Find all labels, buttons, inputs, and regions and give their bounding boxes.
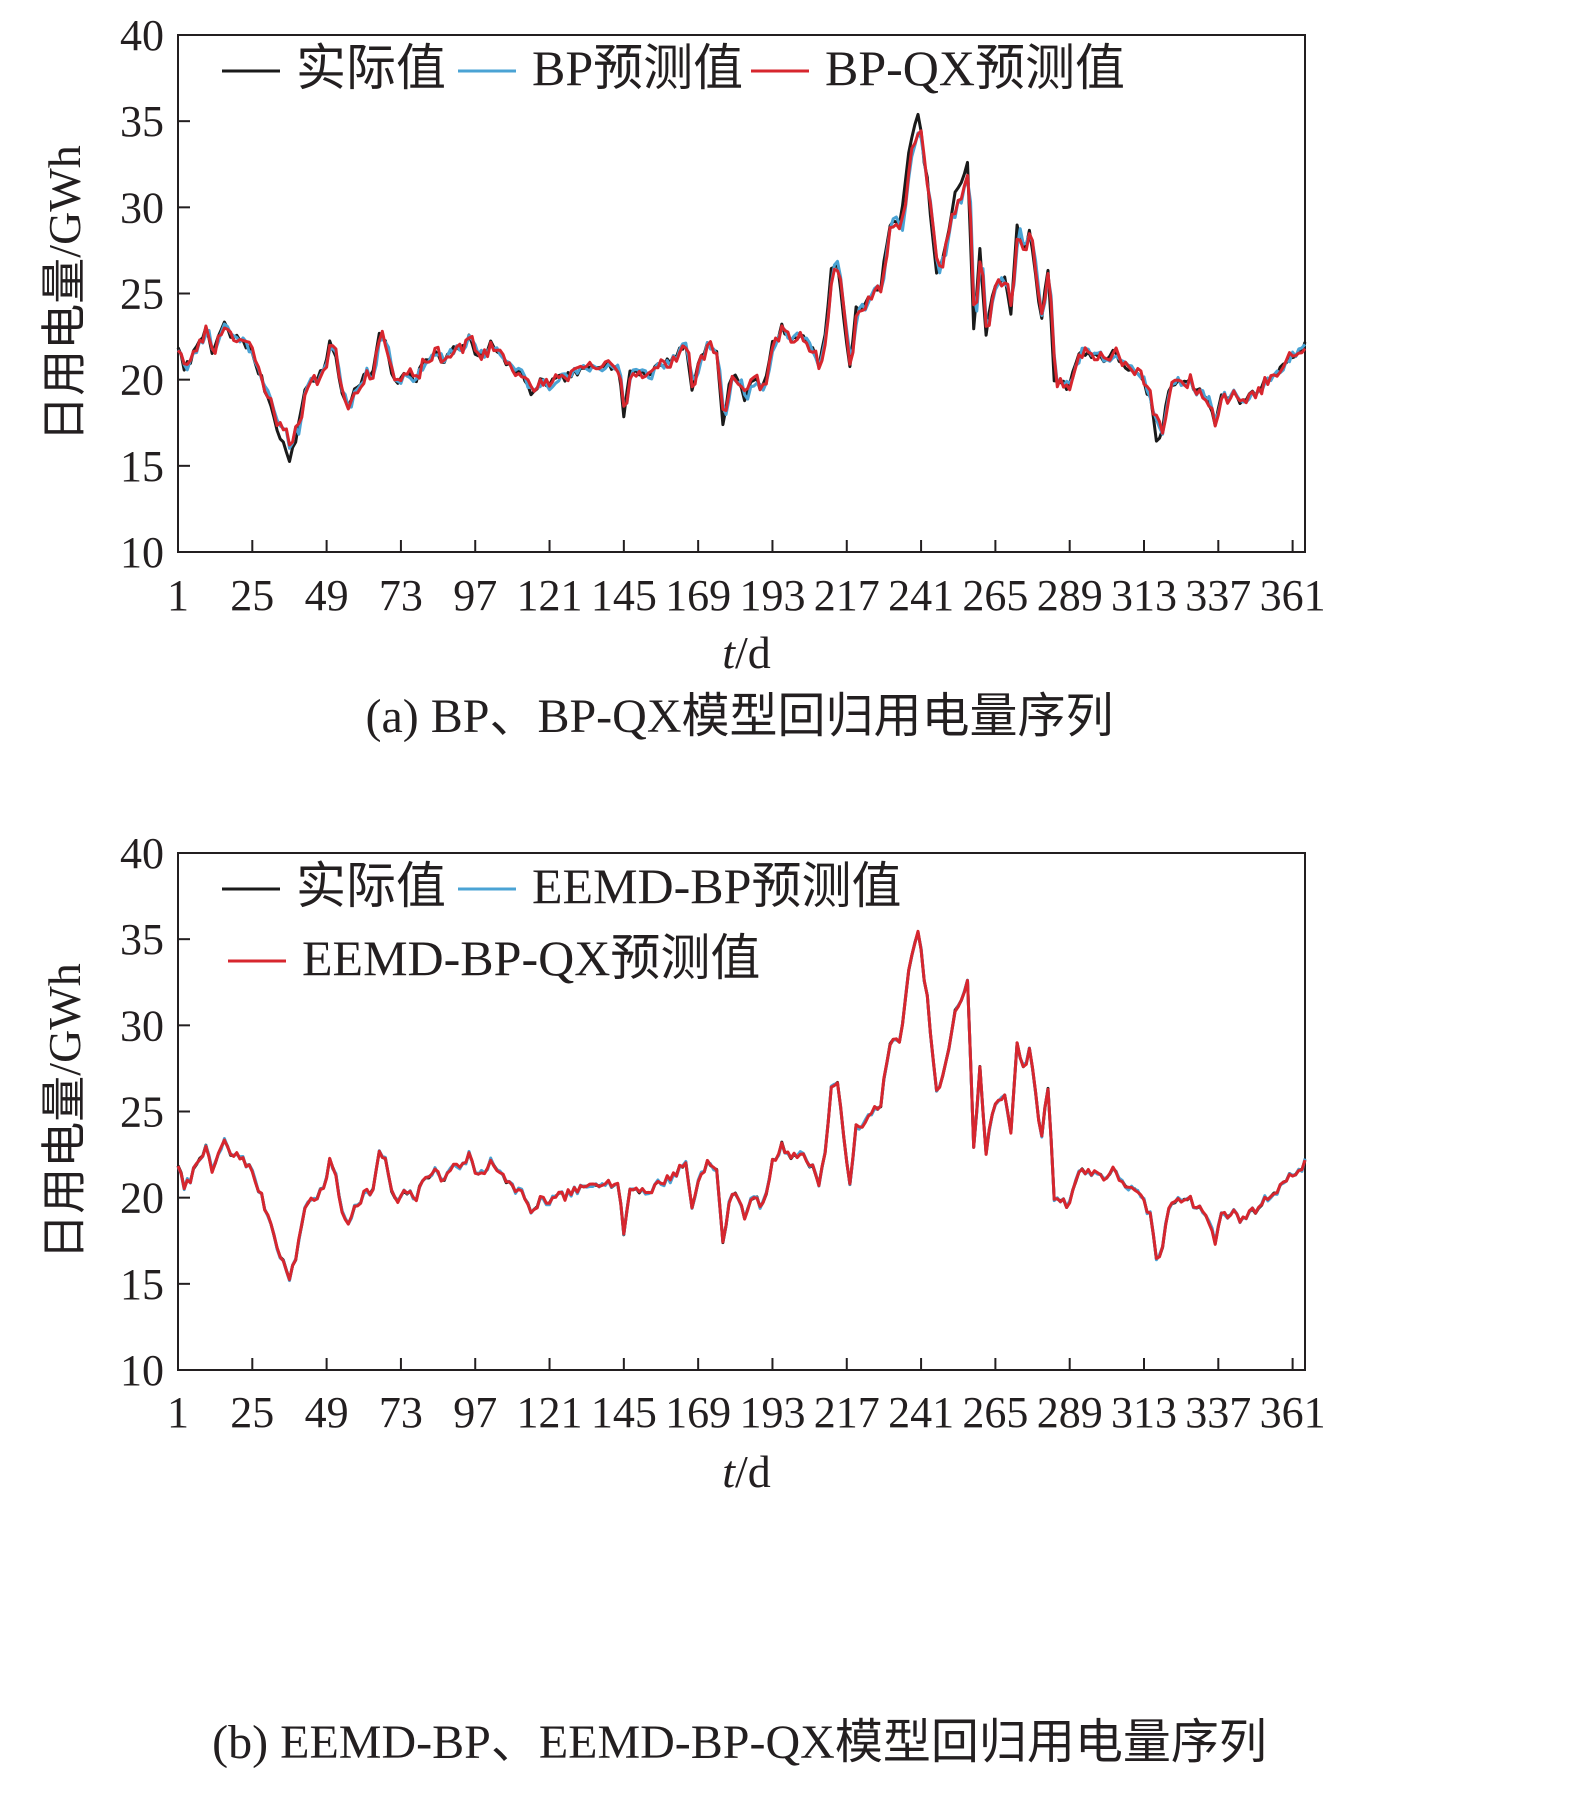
x-tick-label: 289 — [1037, 1388, 1103, 1437]
y-tick-label: 25 — [120, 1088, 164, 1137]
y-tick-label: 15 — [120, 1260, 164, 1309]
legend-label: 实际值 — [296, 40, 446, 96]
series-line-bp — [176, 131, 1307, 450]
x-tick-label: 1 — [167, 1388, 189, 1437]
x-tick-label: 241 — [888, 571, 954, 620]
x-tick-label: 97 — [453, 1388, 497, 1437]
x-tick-label: 313 — [1111, 1388, 1177, 1437]
x-tick-label: 289 — [1037, 571, 1103, 620]
y-tick-label: 30 — [120, 1001, 164, 1050]
x-tick-label: 169 — [665, 571, 731, 620]
x-tick-label: 49 — [305, 571, 349, 620]
y-axis-label: 日用电量/GWh — [39, 145, 90, 441]
legend-label: EEMD-BP预测值 — [532, 858, 901, 914]
x-tick-label: 313 — [1111, 571, 1177, 620]
y-tick-label: 35 — [120, 97, 164, 146]
x-tick-label: 73 — [379, 571, 423, 620]
x-tick-label: 121 — [517, 571, 583, 620]
plot-frame — [177, 34, 1306, 553]
x-tick-label: 217 — [814, 1388, 880, 1437]
x-tick-label: 193 — [739, 571, 805, 620]
x-tick-label: 361 — [1260, 571, 1326, 620]
x-tick-label: 217 — [814, 571, 880, 620]
series-line-eemdqx — [176, 929, 1307, 1282]
x-tick-label: 1 — [167, 571, 189, 620]
legend: 实际值 EEMD-BP预测值 EEMD-BP-QX预测值 — [222, 858, 901, 986]
x-tick-label: 361 — [1260, 1388, 1326, 1437]
y-tick-label: 40 — [120, 11, 164, 60]
legend-label: BP预测值 — [532, 40, 743, 96]
x-axis-label: t/d — [722, 627, 771, 678]
x-tick-label: 73 — [379, 1388, 423, 1437]
y-tick-label: 20 — [120, 1174, 164, 1223]
x-tick-label: 265 — [962, 571, 1028, 620]
panel-caption: (a) BP、BP-QX模型回归用电量序列 — [365, 690, 1113, 743]
x-tick-label: 169 — [665, 1388, 731, 1437]
legend-label: 实际值 — [296, 858, 446, 914]
y-tick-label: 15 — [120, 442, 164, 491]
series-line-bpqx — [176, 129, 1307, 447]
x-tick-label: 145 — [591, 1388, 657, 1437]
y-tick-label: 10 — [120, 1346, 164, 1395]
x-tick-label: 97 — [453, 571, 497, 620]
y-tick-label: 25 — [120, 270, 164, 319]
x-tick-label: 25 — [230, 571, 274, 620]
chart-panel-a: 10 15 20 25 30 35 40 1 25 49 73 97 121 145 169 193 217 24… — [39, 11, 1326, 743]
x-tick-label: 337 — [1185, 571, 1251, 620]
x-tick-label: 49 — [305, 1388, 349, 1437]
x-tick-label: 241 — [888, 1388, 954, 1437]
y-tick-label: 35 — [120, 915, 164, 964]
legend-label: BP-QX预测值 — [825, 40, 1125, 96]
chart-panel-b: 10 15 20 25 30 35 40 1 25 49 73 97 121 145 169 193 217 24… — [39, 829, 1326, 1769]
x-tick-label: 193 — [739, 1388, 805, 1437]
legend-label: EEMD-BP-QX预测值 — [302, 930, 760, 986]
y-axis-label: 日用电量/GWh — [39, 963, 90, 1259]
x-axis-label: t/d — [722, 1446, 771, 1497]
y-tick-label: 40 — [120, 829, 164, 878]
legend: 实际值 BP预测值 BP-QX预测值 — [222, 40, 1125, 96]
x-tick-label: 121 — [517, 1388, 583, 1437]
y-tick-label: 20 — [120, 356, 164, 405]
panel-caption: (b) EEMD-BP、EEMD-BP-QX模型回归用电量序列 — [212, 1716, 1267, 1769]
x-tick-label: 265 — [962, 1388, 1028, 1437]
x-tick-label: 25 — [230, 1388, 274, 1437]
y-tick-label: 10 — [120, 528, 164, 577]
y-tick-label: 30 — [120, 183, 164, 232]
x-tick-label: 145 — [591, 571, 657, 620]
x-tick-label: 337 — [1185, 1388, 1251, 1437]
